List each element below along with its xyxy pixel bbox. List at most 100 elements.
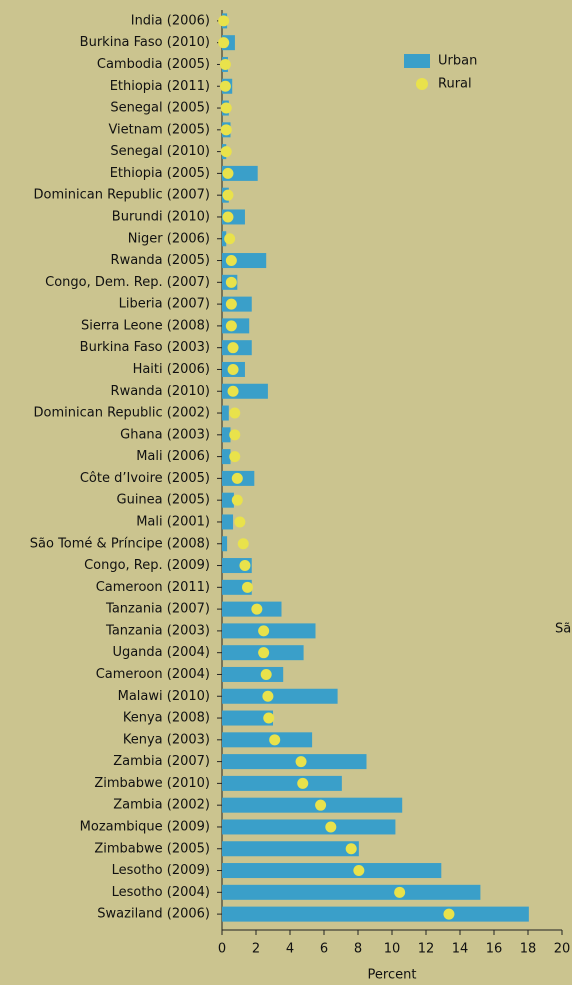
dot [231, 494, 243, 506]
dot [345, 843, 357, 855]
y-tick-label: Mali (2006) [136, 449, 210, 464]
y-tick-label: Congo, Dem. Rep. (2007) [45, 275, 210, 290]
bar [222, 449, 231, 465]
y-tick-label: Zambia (2007) [113, 754, 210, 769]
dot [269, 734, 281, 746]
dot [219, 58, 231, 70]
x-tick-label: 14 [452, 942, 469, 957]
dot [220, 146, 232, 158]
x-axis-label: Percent [368, 968, 417, 983]
dot [225, 320, 237, 332]
bar [222, 732, 313, 748]
legend-swatch [404, 54, 430, 68]
dot [353, 865, 365, 877]
dot [220, 124, 232, 136]
bar [222, 666, 284, 682]
y-tick-label: Congo, Rep. (2009) [84, 558, 210, 573]
bar [222, 688, 338, 704]
y-tick-label: Sierra Leone (2008) [81, 318, 210, 333]
dot [325, 821, 337, 833]
y-tick-label: Haiti (2006) [133, 362, 210, 377]
y-tick-label: Lesotho (2009) [112, 863, 210, 878]
bar [222, 754, 367, 770]
x-tick-label: 2 [252, 942, 260, 957]
dot [295, 756, 307, 768]
dot [227, 342, 239, 354]
x-tick-label: 12 [418, 942, 435, 957]
y-tick-label: Mali (2001) [136, 514, 210, 529]
y-tick-label: Ethiopia (2011) [110, 79, 210, 94]
clipped-label: Sã [555, 622, 571, 637]
dot [258, 647, 270, 659]
dot [227, 385, 239, 397]
y-tick-label: Rwanda (2005) [111, 253, 210, 268]
legend-label: Rural [438, 77, 472, 92]
bar [222, 427, 231, 443]
dot [218, 37, 230, 49]
dot [443, 908, 455, 920]
legend-swatch [416, 78, 428, 90]
dot [260, 668, 272, 680]
y-tick-label: Burkina Faso (2003) [80, 340, 210, 355]
dot [224, 233, 236, 245]
y-tick-label: Cameroon (2011) [96, 580, 210, 595]
dot [219, 80, 231, 92]
y-tick-label: Cambodia (2005) [97, 57, 210, 72]
dot [258, 625, 270, 637]
bar [222, 405, 229, 421]
dot [227, 363, 239, 375]
bar [222, 514, 234, 530]
x-tick-label: 4 [286, 942, 294, 957]
y-tick-label: Kenya (2003) [123, 732, 210, 747]
dot [229, 407, 241, 419]
x-tick-label: 6 [320, 942, 328, 957]
bar [222, 710, 273, 726]
y-tick-label: Burundi (2010) [112, 209, 210, 224]
dot [222, 167, 234, 179]
dot [239, 560, 251, 572]
dot [220, 102, 232, 114]
dot [222, 189, 234, 201]
x-tick-label: 10 [384, 942, 401, 957]
bar [222, 884, 481, 900]
dot [237, 538, 249, 550]
y-tick-label: Vietnam (2005) [108, 122, 210, 137]
y-tick-label: São Tomé & Príncipe (2008) [30, 536, 210, 551]
x-tick-label: 8 [354, 942, 362, 957]
dot [234, 516, 246, 528]
dot [225, 298, 237, 310]
dot [262, 690, 274, 702]
y-tick-label: Ghana (2003) [120, 427, 210, 442]
y-tick-label: Liberia (2007) [119, 297, 210, 312]
dot [225, 276, 237, 288]
y-tick-label: Burkina Faso (2010) [80, 35, 210, 50]
bar [222, 536, 228, 552]
bar [222, 863, 442, 879]
bar [222, 775, 342, 791]
dot [222, 211, 234, 223]
bar [222, 231, 227, 247]
y-tick-label: Zimbabwe (2010) [94, 776, 210, 791]
bar [222, 492, 234, 508]
y-tick-label: Guinea (2005) [117, 493, 211, 508]
dot [315, 799, 327, 811]
y-tick-label: Dominican Republic (2002) [34, 406, 211, 421]
y-tick-label: Dominican Republic (2007) [34, 188, 211, 203]
bar [222, 797, 403, 813]
y-tick-label: Rwanda (2010) [111, 384, 210, 399]
y-tick-label: Zambia (2002) [113, 798, 210, 813]
y-tick-label: Swaziland (2006) [97, 907, 210, 922]
y-tick-label: Cameroon (2004) [96, 667, 210, 682]
y-tick-label: Senegal (2010) [110, 144, 210, 159]
bar [222, 906, 529, 922]
dot [229, 451, 241, 463]
y-tick-label: Uganda (2004) [112, 645, 210, 660]
bar [222, 819, 396, 835]
dot [225, 255, 237, 267]
dot [242, 581, 253, 593]
dot [251, 603, 263, 615]
x-tick-label: 16 [486, 942, 503, 957]
dot [394, 886, 406, 898]
y-tick-label: Lesotho (2004) [112, 885, 210, 900]
